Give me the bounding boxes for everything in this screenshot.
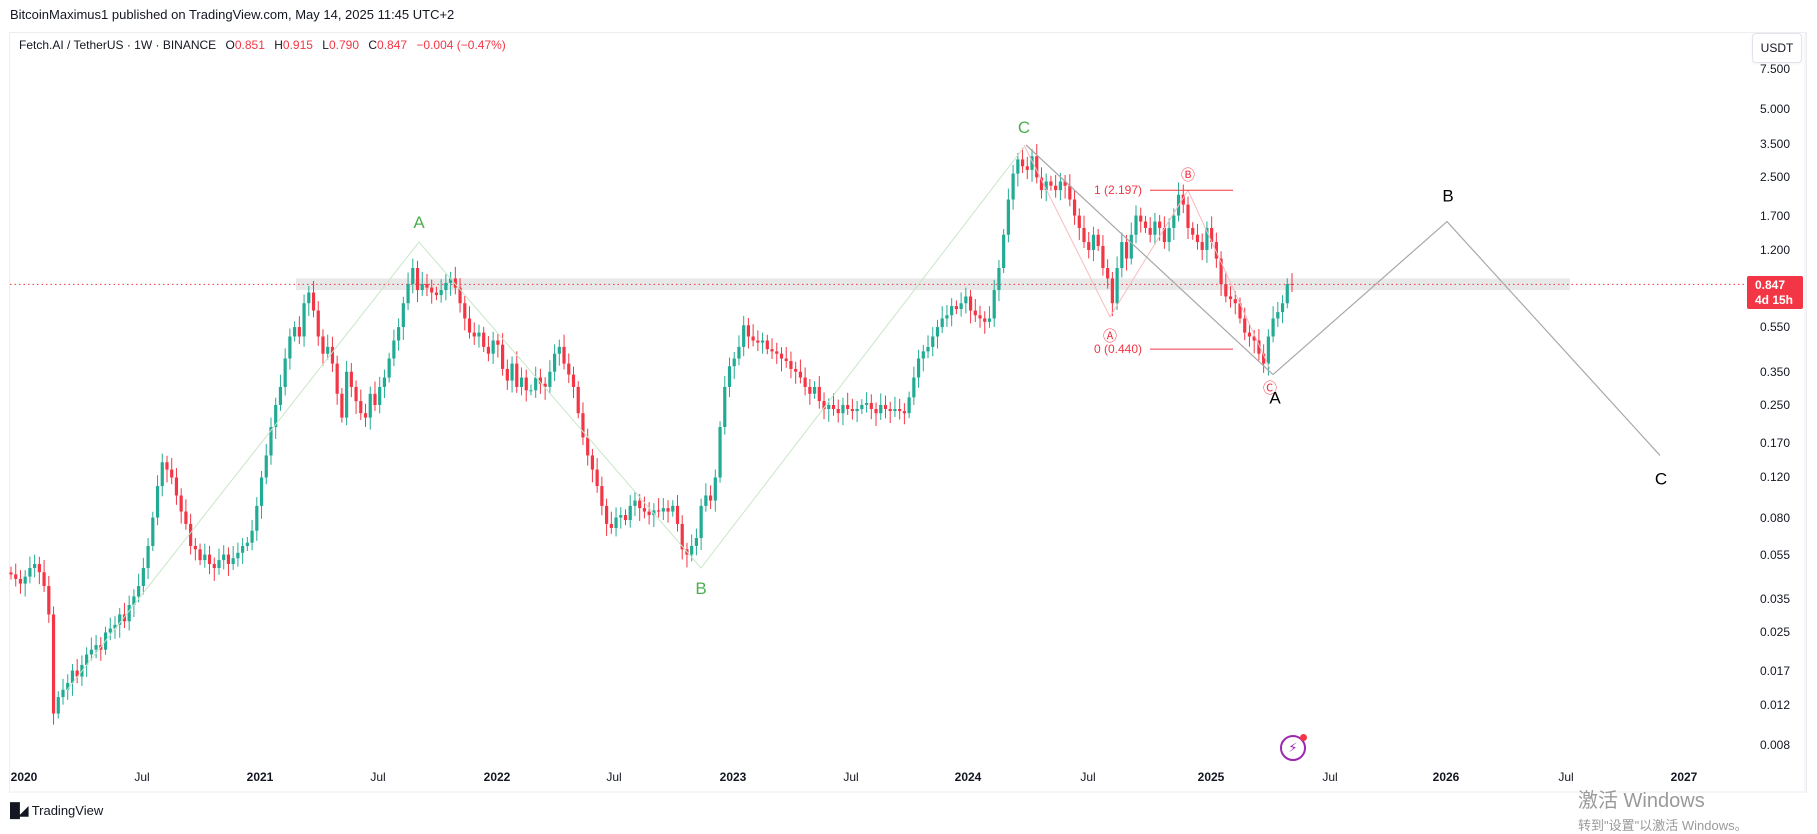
price-tick: 7.500 — [1760, 61, 1791, 76]
time-tick: 2024 — [954, 770, 982, 784]
macro-wave-line[interactable] — [66, 146, 1025, 691]
lightning-icon[interactable]: ⚡ — [1280, 734, 1307, 761]
candles — [9, 143, 1294, 725]
close-label: C — [368, 38, 378, 52]
price-tick: 0.035 — [1760, 592, 1791, 607]
time-tick: Jul — [843, 770, 859, 784]
windows-activation-watermark: 激活 Windows 转到"设置"以激活 Windows。 — [1578, 784, 1748, 834]
watermark-line1: 激活 Windows — [1578, 790, 1705, 812]
tv-mark-icon: █◢ — [10, 802, 29, 818]
minor-wave-line[interactable] — [1023, 144, 1271, 370]
symbol-legend: Fetch.AI / TetherUS · 1W · BINANCE O0.85… — [19, 38, 506, 52]
projection-label: A — [1269, 389, 1281, 408]
projection-label: C — [1655, 469, 1667, 488]
minor-wave-label: Ⓐ — [1103, 329, 1117, 345]
time-tick: 2026 — [1432, 770, 1460, 784]
time-tick: 2020 — [10, 770, 38, 784]
open-value: 0.851 — [234, 38, 265, 52]
price-tick: 0.080 — [1760, 510, 1791, 525]
high-value: 0.915 — [282, 38, 313, 52]
price-tick: 3.500 — [1760, 137, 1791, 152]
chart-frame — [9, 32, 1807, 793]
watermark-line2: 转到"设置"以激活 Windows。 — [1578, 818, 1748, 833]
price-tick: 0.055 — [1760, 547, 1791, 562]
macro-wave-label: C — [1018, 118, 1030, 137]
price-tick: 0.012 — [1760, 697, 1791, 712]
price-tick: 0.170 — [1760, 436, 1791, 451]
price-tick: 0.025 — [1760, 625, 1791, 640]
price-tick: 0.250 — [1760, 397, 1791, 412]
close-value: 0.847 — [377, 38, 408, 52]
high-label: H — [274, 38, 283, 52]
low-value: 0.790 — [328, 38, 359, 52]
time-tick: 2021 — [246, 770, 274, 784]
macro-wave-label: A — [413, 213, 425, 232]
price-tick: 0.350 — [1760, 364, 1791, 379]
time-tick: Jul — [1558, 770, 1574, 784]
fib-level-label: 0 (0.440) — [1094, 342, 1142, 356]
time-tick: Jul — [606, 770, 622, 784]
time-tick: 2023 — [719, 770, 747, 784]
time-tick: 2025 — [1197, 770, 1225, 784]
price-tick: 0.017 — [1760, 663, 1791, 678]
price-tick: 1.700 — [1760, 208, 1791, 223]
price-tick: 0.008 — [1760, 738, 1791, 753]
change-value: −0.004 (−0.47%) — [416, 38, 506, 52]
price-tick: 1.200 — [1760, 242, 1791, 257]
open-label: O — [225, 38, 235, 52]
time-tick: Jul — [370, 770, 386, 784]
projection-label: B — [1442, 187, 1453, 206]
price-tick: 0.550 — [1760, 320, 1791, 335]
currency-button[interactable]: USDT — [1752, 33, 1802, 63]
tv-wordmark: TradingView — [31, 803, 104, 818]
current-price-badge: 0.847 4d 15h — [1747, 276, 1803, 309]
minor-wave-label: Ⓑ — [1181, 168, 1195, 184]
time-tick: 2022 — [483, 770, 511, 784]
time-tick: Jul — [1080, 770, 1096, 784]
macro-wave-label: B — [695, 579, 706, 598]
price-tick: 2.500 — [1760, 170, 1791, 185]
tradingview-logo[interactable]: █◢ TradingView — [10, 802, 103, 819]
time-tick: Jul — [1322, 770, 1338, 784]
minor-wave-label: Ⓒ — [1263, 381, 1277, 397]
trend-line[interactable] — [1025, 144, 1274, 376]
fib-level-label: 1 (2.197) — [1094, 183, 1142, 197]
bar-countdown: 4d 15h — [1755, 293, 1794, 307]
current-price: 0.847 — [1755, 278, 1786, 292]
low-label: L — [322, 38, 329, 52]
price-tick: 5.000 — [1760, 101, 1791, 116]
price-tick: 0.120 — [1760, 470, 1791, 485]
notification-dot — [1300, 734, 1307, 741]
time-tick: Jul — [134, 770, 150, 784]
publisher-caption: BitcoinMaximus1 published on TradingView… — [10, 7, 455, 22]
symbol-title[interactable]: Fetch.AI / TetherUS · 1W · BINANCE — [19, 38, 217, 52]
time-tick: 2027 — [1670, 770, 1698, 784]
projection-line[interactable] — [1272, 220, 1661, 456]
